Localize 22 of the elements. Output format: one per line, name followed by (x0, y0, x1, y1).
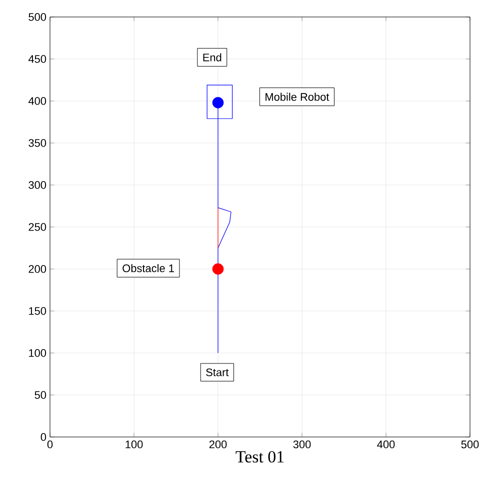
x-tick-label: 500 (461, 440, 479, 448)
annotation: Start (206, 368, 229, 376)
y-tick-label: 100 (29, 349, 46, 357)
x-tick-label: 0 (47, 440, 53, 448)
annotation: End (203, 53, 222, 62)
y-tick-label: 450 (28, 55, 46, 63)
x-tick-label: 100 (126, 440, 143, 448)
x-axis-title: Test 01 (236, 451, 284, 463)
annotation: Mobile Robot (266, 92, 330, 101)
y-tick-label: 500 (28, 13, 46, 21)
y-tick-label: 50 (34, 391, 46, 399)
y-tick-label: 250 (28, 223, 46, 231)
y-tick-label: 150 (29, 307, 46, 315)
annotation: Obstacle 1 (122, 264, 174, 272)
y-tick-label: 200 (28, 265, 46, 273)
y-tick-label: 400 (28, 97, 46, 105)
x-tick-label: 200 (209, 440, 227, 448)
y-tick-label: 300 (28, 181, 46, 189)
y-tick-label: 0 (40, 433, 46, 441)
x-tick-label: 300 (293, 440, 311, 448)
y-tick-label: 350 (28, 139, 46, 147)
x-tick-label: 400 (377, 440, 395, 448)
